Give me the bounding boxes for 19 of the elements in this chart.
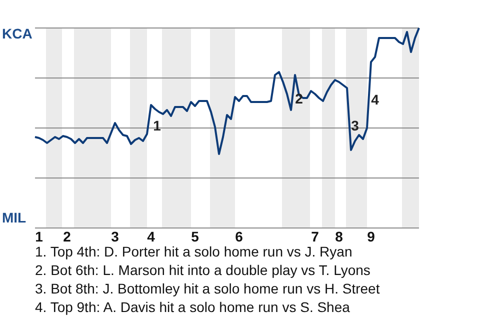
x-tick-label: 3 (111, 228, 120, 245)
x-tick-label: 6 (235, 228, 244, 245)
x-tick-label: 1 (35, 228, 44, 245)
text: 4. Top 9th: A. Davis hit a solo home run vs S. Shea (35, 299, 350, 316)
text: KCA (2, 26, 32, 42)
text: 2. Bot 6th: L. Marson hit into a double play vs T. Lyons (35, 262, 370, 278)
x-tick-label: 5 (191, 228, 200, 245)
x-tick-label: 2 (63, 228, 72, 245)
text: MIL (2, 210, 27, 226)
x-tick-label: 7 (311, 228, 320, 245)
annotation: 4 (371, 92, 380, 108)
text: 1. Top 4th: D. Porter hit a solo home run vs J. Ryan (35, 244, 352, 260)
annotation: 1 (153, 118, 162, 134)
text: 3. Bot 8th: J. Bottomley hit a solo home run vs H. Street (35, 280, 380, 297)
x-tick-label: 8 (335, 228, 344, 245)
annotation: 3 (351, 118, 360, 134)
x-tick-label: 9 (367, 228, 376, 245)
annotation: 2 (295, 90, 304, 107)
x-tick-label: 4 (147, 228, 156, 245)
